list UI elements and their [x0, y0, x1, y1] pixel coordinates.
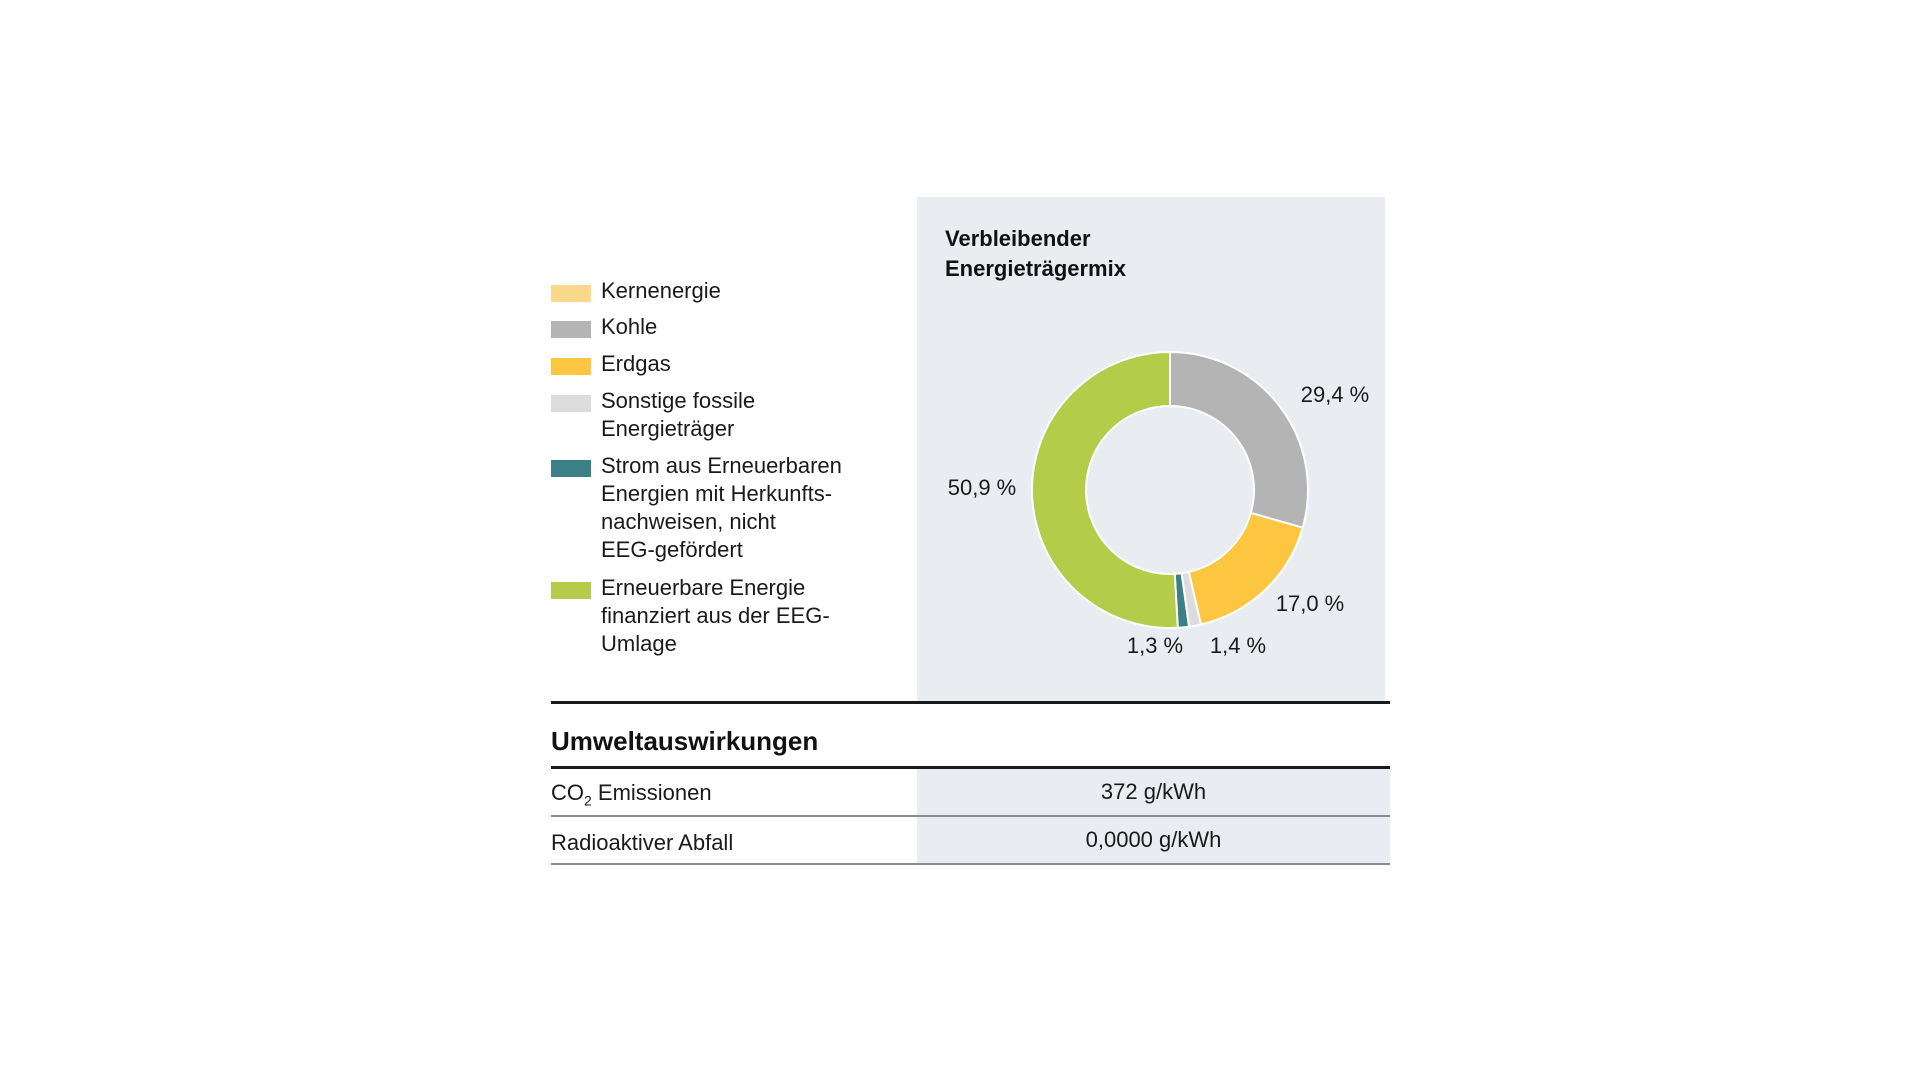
legend-swatch — [551, 358, 591, 375]
legend-item-eeg-umlage: Erneuerbare Energie finanziert aus der EE… — [551, 574, 881, 658]
legend-item-strom-erneuerbar: Strom aus Erneuerbaren Energien mit Herku… — [551, 452, 881, 564]
legend-item-kohle: Kohle — [551, 313, 881, 341]
legend-swatch — [551, 285, 591, 302]
legend-label: Sonstige fossile Energieträger — [601, 388, 756, 441]
divider-row — [551, 815, 1390, 817]
legend-swatch — [551, 460, 591, 477]
legend-item-sonstige-fossile: Sonstige fossile Energieträger — [551, 387, 881, 443]
legend-label: Erneuerbare Energie finanziert aus der EE… — [601, 575, 830, 656]
legend-label: Erdgas — [601, 351, 671, 376]
co2-value: 372 g/kWh — [917, 769, 1390, 815]
legend-label: Kohle — [601, 314, 658, 339]
section-title: Umweltauswirkungen — [551, 726, 819, 756]
chart-title: Verbleibender Energieträgermix — [945, 226, 1126, 281]
divider-top — [551, 701, 1390, 704]
legend-swatch — [551, 395, 591, 412]
divider-bottom — [551, 863, 1390, 865]
legend-item-kernenergie: Kernenergie — [551, 277, 881, 305]
legend-swatch — [551, 321, 591, 338]
legend-label: Kernenergie — [601, 278, 721, 303]
legend-swatch — [551, 582, 591, 599]
co2-label: CO2 Emissionen — [551, 780, 712, 809]
divider-section — [551, 766, 1390, 769]
legend-item-erdgas: Erdgas — [551, 350, 881, 378]
waste-value: 0,0000 g/kWh — [917, 817, 1390, 863]
legend-label: Strom aus Erneuerbaren Energien mit Herku… — [601, 453, 842, 562]
waste-label: Radioaktiver Abfall — [551, 830, 734, 855]
